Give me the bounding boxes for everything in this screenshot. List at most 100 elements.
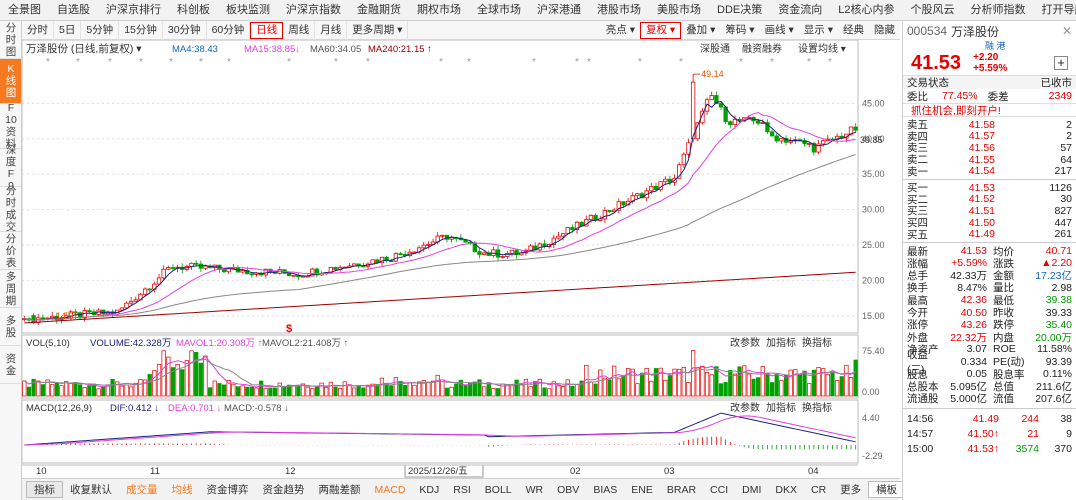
chart-tool-button[interactable]: 隐藏 bbox=[874, 23, 895, 36]
event-marker: * bbox=[439, 57, 443, 68]
period-tab[interactable]: 周线 bbox=[283, 20, 316, 40]
period-tab[interactable]: 5日 bbox=[54, 20, 82, 40]
kline-chart-svg[interactable]: 万泽股份 (日线,前复权) ▾ MA4:38.43 MA15:38.85↓ MA60:… bbox=[21, 39, 900, 478]
left-tab[interactable]: 分价表 bbox=[0, 232, 21, 270]
volume-bar bbox=[240, 385, 245, 397]
indicator-tab[interactable]: CCI bbox=[710, 483, 729, 496]
menu-item[interactable]: 科创板 bbox=[177, 3, 210, 16]
indicator-tab[interactable]: BIAS bbox=[593, 483, 618, 496]
left-tab[interactable]: 分时成交 bbox=[0, 185, 21, 233]
volume-bar bbox=[482, 386, 487, 397]
indicator-tab[interactable]: 横板 bbox=[868, 481, 906, 498]
indicator-tab[interactable]: DMI bbox=[742, 483, 762, 496]
chart-tool-button[interactable]: 经典 bbox=[843, 23, 864, 36]
left-tab[interactable]: K线图 bbox=[0, 59, 21, 104]
menu-item[interactable]: 金融期货 bbox=[357, 3, 401, 16]
volume-bar bbox=[198, 362, 203, 397]
menu-item[interactable]: 分析师指数 bbox=[970, 3, 1026, 16]
left-tab[interactable]: 多周期 bbox=[0, 270, 21, 308]
indicator-tab[interactable]: 两融差额 bbox=[318, 484, 361, 496]
menu-item[interactable]: L2核心内参 bbox=[838, 3, 895, 16]
volume-bar bbox=[54, 382, 59, 397]
indicator-tab[interactable]: MACD bbox=[374, 483, 406, 496]
indicator-tab[interactable]: RSI bbox=[453, 483, 471, 496]
candle-body bbox=[440, 234, 445, 237]
book-price: 41.55 bbox=[968, 153, 995, 166]
menu-item[interactable]: 沪深京排行 bbox=[106, 3, 161, 16]
indicator-tab[interactable]: WR bbox=[525, 483, 544, 496]
tick-price: 41.50↑ bbox=[967, 428, 999, 441]
period-tab[interactable]: 更多周期 ▾ bbox=[347, 20, 409, 40]
chart-tool-button[interactable]: 筹码 ▾ bbox=[725, 23, 755, 36]
menu-item[interactable]: 自选股 bbox=[57, 3, 90, 16]
menu-item[interactable]: 个股风云 bbox=[910, 3, 955, 16]
indicator-tab[interactable]: 成交量 bbox=[126, 484, 158, 496]
period-tab[interactable]: 日线 bbox=[250, 21, 284, 39]
tick-count: 370 bbox=[1054, 443, 1072, 456]
menu-item[interactable]: 打开导航 bbox=[1041, 3, 1076, 16]
menu-item[interactable]: 全景图 bbox=[8, 3, 41, 16]
menu-item[interactable]: 沪深京指数 bbox=[286, 3, 341, 16]
indicator-tab[interactable]: DKX bbox=[775, 483, 797, 496]
period-tab[interactable]: 5分钟 bbox=[81, 20, 120, 40]
left-tab[interactable]: F10资料 bbox=[0, 102, 21, 150]
volume-bar bbox=[407, 382, 412, 397]
left-tab[interactable]: 多股 bbox=[0, 308, 21, 346]
indicator-tab[interactable]: ENE bbox=[631, 483, 653, 496]
volume-bar bbox=[695, 367, 700, 397]
event-marker: * bbox=[76, 57, 80, 68]
candle-body bbox=[500, 255, 505, 258]
close-icon[interactable]: ✕ bbox=[1061, 24, 1072, 38]
tick-count: 38 bbox=[1060, 413, 1072, 426]
menu-item[interactable]: 板块监测 bbox=[226, 3, 270, 16]
promo-link[interactable]: 抓住机会,即刻开户! bbox=[903, 103, 1076, 117]
period-tab[interactable]: 月线 bbox=[315, 20, 348, 40]
menu-item[interactable]: DDE决策 bbox=[717, 3, 763, 16]
indicator-tab[interactable]: 资金趋势 bbox=[262, 484, 305, 496]
add-watchlist-icon[interactable]: + bbox=[1054, 56, 1068, 70]
dea-value: DEA:0.701 ↓ bbox=[168, 403, 221, 414]
indicator-tab[interactable]: 资金博弈 bbox=[206, 484, 249, 496]
period-tab[interactable]: 分时 bbox=[22, 20, 54, 40]
volume-bar bbox=[630, 368, 635, 397]
chart-tool-button[interactable]: 显示 ▾ bbox=[803, 23, 833, 36]
period-tab[interactable]: 15分钟 bbox=[119, 20, 163, 40]
indicator-tab[interactable]: 指标 bbox=[26, 481, 63, 498]
volume-bar bbox=[598, 369, 603, 397]
left-tab[interactable]: 分时图 bbox=[0, 21, 21, 59]
indicator-tab[interactable]: KDJ bbox=[419, 483, 440, 496]
chart-tool-button[interactable]: 画线 ▾ bbox=[764, 23, 794, 36]
menu-item[interactable]: 资金流向 bbox=[778, 3, 823, 16]
volume-bar bbox=[811, 369, 816, 397]
volume-bar bbox=[338, 388, 343, 397]
chart-area[interactable]: 万泽股份 (日线,前复权) ▾ MA4:38.43 MA15:38.85↓ MA60:… bbox=[21, 39, 900, 478]
chart-tool-button[interactable]: 复权 ▾ bbox=[639, 21, 682, 39]
volume-bar bbox=[129, 386, 134, 397]
period-tab[interactable]: 60分钟 bbox=[207, 20, 251, 40]
weicha-value: 2349 bbox=[1048, 90, 1072, 102]
volume-bar bbox=[760, 366, 765, 397]
menu-item[interactable]: 期权市场 bbox=[417, 3, 461, 16]
indicator-tab[interactable]: 更多 bbox=[840, 484, 862, 496]
indicator-tab[interactable]: 收复默认 bbox=[70, 484, 112, 496]
menu-item[interactable]: 港股市场 bbox=[597, 3, 641, 16]
left-tab[interactable]: 资金 bbox=[0, 346, 21, 384]
chart-tool-button[interactable]: 叠加 ▾ bbox=[686, 23, 716, 36]
menu-item[interactable]: 沪深港通 bbox=[537, 3, 581, 16]
indicator-tab[interactable]: OBV bbox=[557, 483, 580, 496]
indicator-tab[interactable]: BRAR bbox=[666, 483, 697, 496]
indicator-tab[interactable]: CR bbox=[810, 483, 827, 496]
macd-link: 改参数 bbox=[730, 401, 760, 414]
indicator-tab[interactable]: BOLL bbox=[484, 483, 512, 496]
left-tab[interactable]: 深度F9 bbox=[0, 144, 21, 192]
menu-item[interactable]: 美股市场 bbox=[657, 3, 701, 16]
chart-tool-button[interactable]: 亮点 ▾ bbox=[605, 23, 635, 36]
volume-bar bbox=[277, 382, 282, 397]
candle-body bbox=[314, 268, 320, 276]
stat-value: 5.095亿 bbox=[950, 380, 987, 393]
volume-bar bbox=[207, 387, 213, 397]
candle-body bbox=[221, 269, 227, 273]
period-tab[interactable]: 30分钟 bbox=[163, 20, 207, 40]
indicator-tab[interactable]: 均线 bbox=[171, 484, 193, 496]
menu-item[interactable]: 全球市场 bbox=[477, 3, 521, 16]
